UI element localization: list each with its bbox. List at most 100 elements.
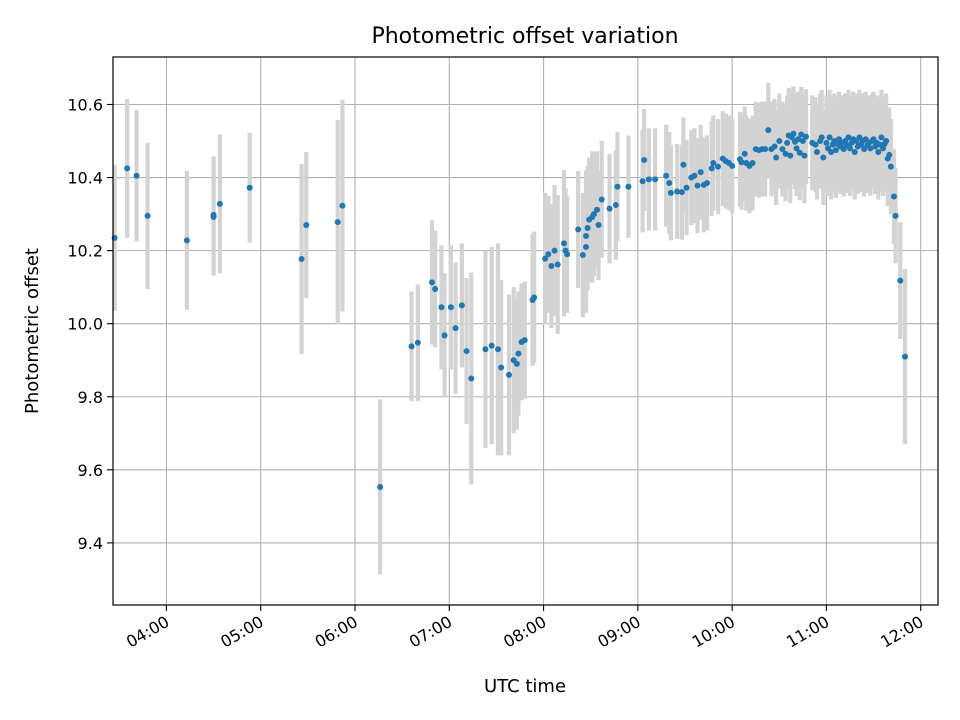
data-point [828, 148, 835, 155]
data-point [458, 302, 465, 309]
data-point [878, 134, 885, 141]
chart-title: Photometric offset variation [371, 24, 678, 49]
y-axis: 9.4 9.6 9.8 10.0 10.2 10.4 10.6 [67, 95, 113, 553]
data-point [776, 138, 783, 145]
data-point [641, 157, 648, 164]
data-point [683, 184, 690, 191]
data-point [710, 159, 717, 166]
data-point [303, 222, 310, 229]
data-point [625, 183, 632, 190]
y-tick-label: 9.4 [78, 534, 103, 553]
data-point [814, 148, 820, 155]
data-point [590, 211, 597, 218]
data-point [708, 165, 715, 172]
data-point [408, 343, 415, 350]
data-point [883, 138, 890, 145]
y-tick-label: 9.8 [78, 388, 103, 407]
data-point [452, 325, 459, 332]
data-point [612, 201, 619, 208]
data-point [583, 233, 589, 240]
y-tick-label: 10.6 [67, 95, 103, 114]
data-point [639, 178, 646, 185]
data-point [823, 139, 830, 146]
data-point [463, 348, 470, 355]
data-point [432, 285, 439, 292]
data-point [468, 375, 475, 382]
data-point [678, 189, 685, 196]
data-point [784, 139, 791, 146]
data-point [216, 200, 223, 207]
data-point [779, 146, 786, 153]
data-point [867, 145, 874, 152]
data-point [667, 189, 674, 196]
y-axis-label: Photometric offset [22, 248, 43, 414]
data-point [812, 141, 819, 148]
data-point [506, 371, 512, 378]
y-tick-label: 10.0 [67, 315, 103, 334]
data-point [554, 261, 561, 268]
data-point [144, 212, 151, 219]
data-point [438, 304, 445, 311]
data-point [598, 196, 605, 203]
data-point [826, 134, 833, 141]
data-point [488, 342, 495, 349]
data-point [875, 148, 882, 155]
data-point [798, 131, 805, 138]
plot-frame [112, 56, 939, 606]
data-point [801, 152, 808, 159]
data-point [782, 150, 789, 157]
data-point [820, 154, 827, 161]
data-point [697, 169, 704, 176]
data-point [334, 219, 341, 226]
data-point [498, 364, 505, 371]
data-point [595, 222, 602, 229]
data-point [796, 149, 803, 156]
data-point [851, 148, 858, 155]
data-point [495, 346, 501, 353]
data-point [691, 172, 698, 179]
y-tick-label: 10.4 [67, 169, 103, 188]
data-point [584, 224, 591, 231]
data-point [892, 212, 899, 219]
data-point [564, 251, 571, 258]
data-point [515, 350, 522, 357]
data-points [111, 127, 908, 490]
y-tick-label: 10.2 [67, 242, 103, 261]
data-point [429, 279, 435, 286]
data-point [891, 193, 897, 200]
x-axis-label: UTC time [484, 676, 566, 697]
data-point [680, 161, 687, 168]
data-point [441, 332, 448, 339]
data-point [666, 180, 673, 187]
data-point [579, 252, 586, 259]
data-point [845, 134, 852, 141]
data-point [183, 237, 190, 244]
data-point [606, 205, 613, 212]
data-point [803, 133, 809, 140]
data-point [749, 159, 756, 166]
data-point [414, 339, 421, 346]
data-point [795, 136, 802, 143]
data-point [694, 182, 701, 189]
data-point [531, 294, 538, 301]
data-point [210, 214, 217, 221]
data-point [447, 304, 454, 311]
data-point [738, 159, 745, 166]
data-point [832, 147, 839, 154]
data-point [652, 176, 659, 183]
data-point [799, 138, 806, 145]
data-point [704, 180, 710, 187]
data-point [715, 163, 721, 170]
data-point [790, 130, 797, 137]
data-point [551, 247, 558, 254]
data-point [545, 251, 552, 258]
data-point [482, 346, 489, 353]
data-point [614, 183, 621, 190]
data-point [298, 256, 305, 263]
data-point [741, 150, 748, 157]
data-point [542, 255, 549, 262]
data-point [663, 172, 670, 179]
data-point [548, 262, 555, 269]
data-point [521, 337, 528, 344]
data-point [339, 202, 346, 209]
